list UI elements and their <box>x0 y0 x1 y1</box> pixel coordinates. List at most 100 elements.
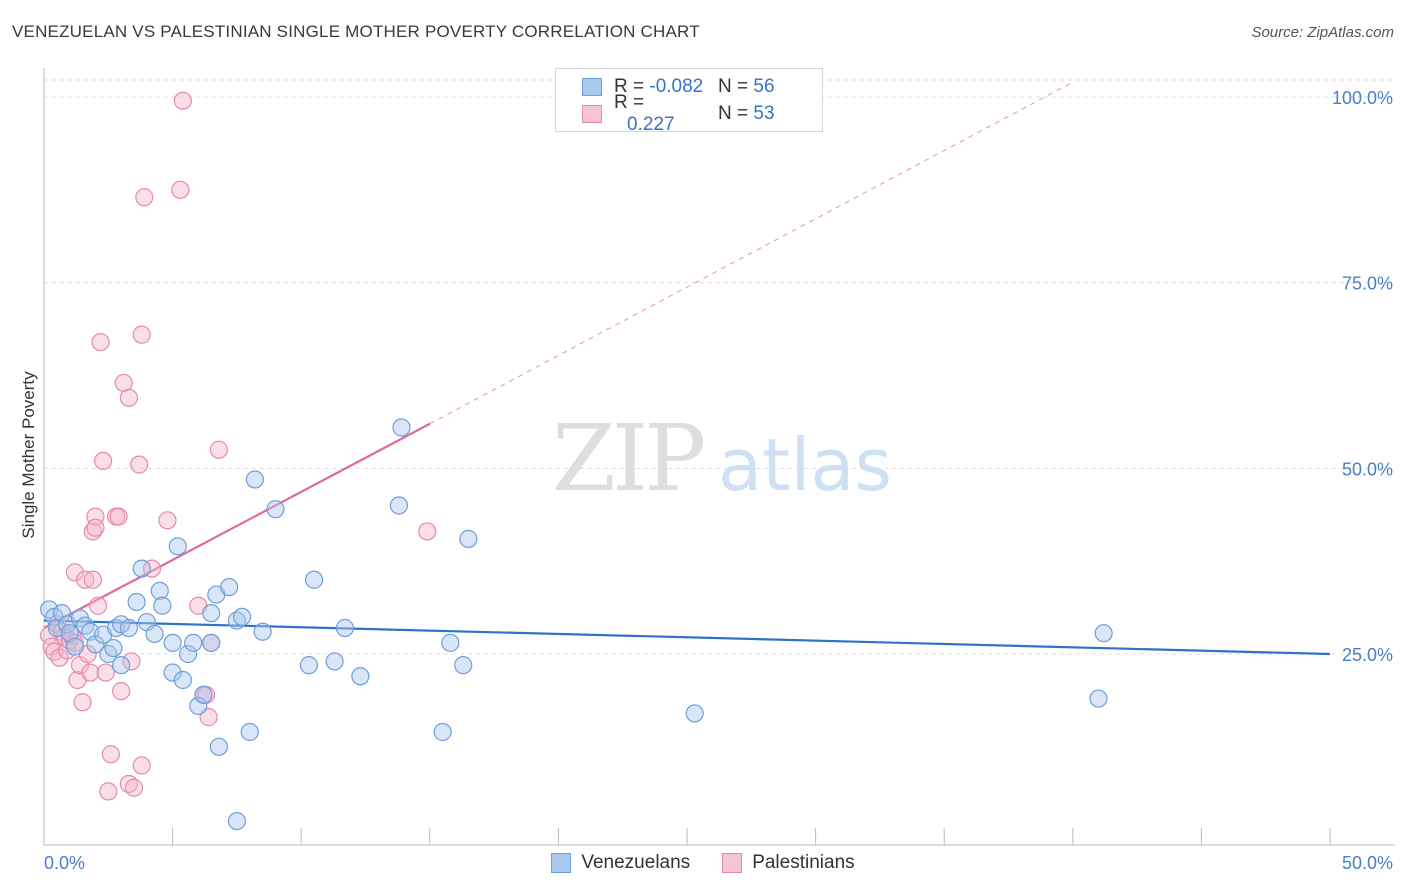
y-axis-label: Single Mother Poverty <box>19 371 38 539</box>
palestinian-point <box>209 440 228 459</box>
palestinian-point <box>65 563 84 582</box>
venezuelan-point <box>132 559 151 578</box>
palestinians-swatch <box>722 853 743 873</box>
venezuelan-point <box>335 618 355 638</box>
venezuelan-point <box>325 652 344 671</box>
venezuelan-point <box>60 624 79 643</box>
venezuelan-point <box>454 656 473 675</box>
legend-item-palestinians[interactable]: Palestinians <box>722 852 855 874</box>
palestinian-point <box>130 455 149 474</box>
n-label: N = <box>718 103 754 124</box>
venezuelan-point <box>145 624 164 644</box>
venezuelans-trend-line <box>43 619 1331 656</box>
stats-legend: R = -0.082 N = 56 R = 0.227 N = 53 <box>555 68 823 135</box>
venezuelan-point <box>76 616 95 635</box>
trend-lines <box>43 81 1331 656</box>
palestinian-point <box>132 325 151 344</box>
venezuelan-point <box>685 704 704 723</box>
venezuelan-point <box>112 656 131 675</box>
stats-legend-row-palestinians: R = 0.227 N = 53 <box>582 92 775 135</box>
venezuelan-point <box>173 670 192 690</box>
venezuelan-point <box>153 596 172 615</box>
y-tick-label: 25.0% <box>1342 645 1393 665</box>
palestinian-point <box>83 570 102 589</box>
palestinian-point <box>418 522 437 541</box>
palestinian-point <box>86 518 105 537</box>
palestinian-point <box>76 570 95 589</box>
watermark-zip: ZIP <box>552 405 703 512</box>
n-value: 56 <box>753 76 775 97</box>
venezuelan-points <box>40 418 1113 831</box>
palestinian-point <box>50 648 69 667</box>
n-value: 53 <box>753 103 775 124</box>
venezuelans-swatch <box>582 78 602 96</box>
palestinian-points <box>40 91 437 801</box>
venezuelan-point <box>119 618 138 638</box>
venezuelan-point <box>52 604 72 623</box>
venezuelan-point <box>127 592 146 612</box>
palestinians-trend-extension <box>429 81 1074 425</box>
legend-label: Venezuelans <box>581 852 691 873</box>
venezuelan-point <box>389 496 409 515</box>
venezuelan-point <box>220 578 239 597</box>
venezuelan-point <box>104 638 123 658</box>
palestinian-point <box>142 559 162 578</box>
venezuelan-point <box>245 470 265 489</box>
palestinian-point <box>124 778 144 797</box>
series-legend: Venezuelans Palestinians <box>0 852 1406 874</box>
venezuelan-point <box>189 696 208 716</box>
venezuelan-point <box>351 667 370 686</box>
venezuelan-point <box>168 537 187 556</box>
legend-item-venezuelans[interactable]: Venezuelans <box>551 852 690 874</box>
palestinian-point <box>171 180 190 199</box>
venezuelan-point <box>433 722 452 742</box>
palestinian-point <box>99 782 118 801</box>
palestinian-point <box>63 626 82 645</box>
x-tick-label: 0.0% <box>44 853 85 873</box>
palestinian-point <box>199 708 218 727</box>
r-value: 0.227 <box>627 114 675 135</box>
venezuelan-point <box>227 811 246 831</box>
y-tick-label: 75.0% <box>1342 274 1393 294</box>
venezuelan-point <box>253 622 272 641</box>
venezuelan-point <box>202 604 221 623</box>
palestinian-point <box>112 682 131 701</box>
palestinian-point <box>132 756 151 775</box>
n-label: N = <box>718 76 754 97</box>
venezuelan-point <box>1094 624 1113 643</box>
venezuelan-point <box>65 637 84 656</box>
palestinian-point <box>96 663 115 682</box>
venezuelan-point <box>150 581 169 600</box>
venezuelan-point <box>99 644 118 664</box>
source-label: Source: ZipAtlas.com <box>1251 24 1394 41</box>
venezuelan-point <box>163 633 182 652</box>
stats-legend-row-venezuelans: R = -0.082 N = 56 <box>582 75 775 99</box>
y-tick-label: 100.0% <box>1332 88 1393 108</box>
venezuelan-point <box>209 737 228 756</box>
venezuelan-point <box>392 418 411 437</box>
venezuelan-point <box>232 607 252 626</box>
venezuelan-point <box>1089 689 1108 708</box>
watermark: ZIP atlas <box>552 405 892 512</box>
venezuelan-point <box>86 635 105 654</box>
y-tick-label: 50.0% <box>1342 459 1393 479</box>
venezuelan-point <box>299 656 319 675</box>
legend-label: Palestinians <box>752 852 855 873</box>
palestinian-point <box>109 507 128 526</box>
venezuelan-point <box>163 663 182 682</box>
venezuelan-point <box>266 500 285 519</box>
watermark-atlas: atlas <box>718 423 892 507</box>
venezuelan-point <box>184 633 203 652</box>
chart-title: VENEZUELAN VS PALESTINIAN SINGLE MOTHER … <box>12 22 700 41</box>
r-label: R = <box>614 76 650 97</box>
palestinian-point <box>122 652 141 671</box>
palestinians-swatch <box>582 105 602 123</box>
palestinian-point <box>173 91 192 110</box>
venezuelan-point <box>459 529 478 548</box>
palestinian-point <box>94 451 113 471</box>
palestinian-point <box>91 332 110 352</box>
palestinian-point <box>73 693 92 712</box>
x-tick-label: 50.0% <box>1342 853 1393 873</box>
venezuelan-point <box>240 722 259 742</box>
